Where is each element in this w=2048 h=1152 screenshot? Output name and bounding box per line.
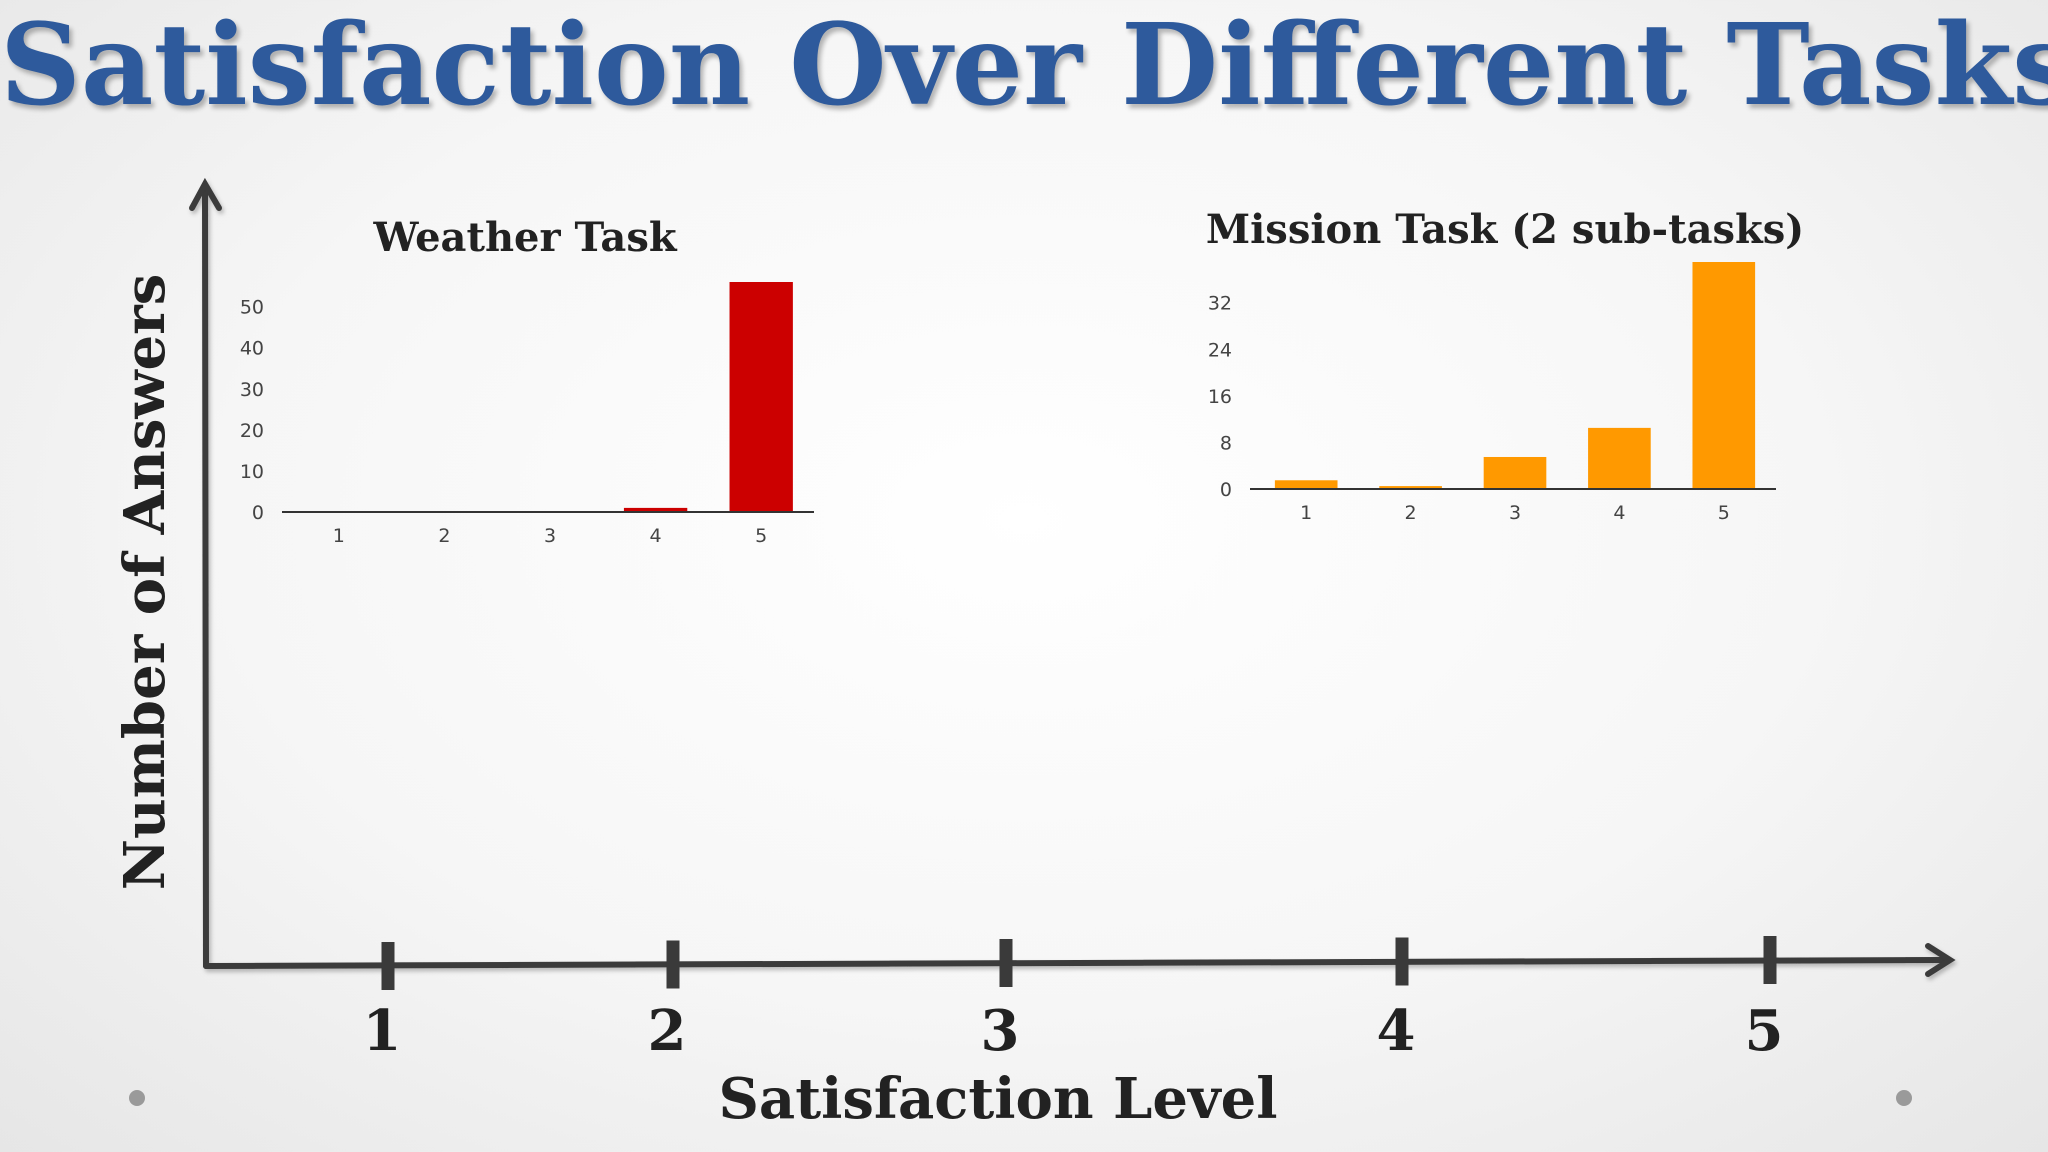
weather-y-tick-label: 50 bbox=[240, 297, 264, 319]
big-axes bbox=[189, 177, 1956, 977]
big-x-tick-label: 3 bbox=[981, 998, 1020, 1064]
mission-y-tick-label: 32 bbox=[1208, 293, 1232, 315]
weather-y-tick-label: 40 bbox=[240, 338, 264, 360]
mission-y-tick-label: 16 bbox=[1208, 386, 1232, 408]
mission-bar bbox=[1692, 262, 1756, 489]
decor-dot-left bbox=[129, 1090, 145, 1106]
weather-bar bbox=[729, 282, 793, 512]
mission-bar bbox=[1379, 486, 1442, 489]
big-x-tick-label: 2 bbox=[648, 998, 687, 1064]
mission-x-tick-label: 3 bbox=[1509, 502, 1521, 524]
slide-title: Satisfaction Over Different Tasks bbox=[0, 0, 2048, 131]
mission-x-tick-label: 5 bbox=[1718, 502, 1730, 524]
big-x-tick-label: 4 bbox=[1377, 998, 1416, 1064]
weather-x-tick-label: 3 bbox=[544, 525, 556, 547]
mission-x-tick-label: 2 bbox=[1405, 502, 1417, 524]
mission-chart-title: Mission Task (2 sub-tasks) bbox=[1205, 206, 1805, 253]
weather-bar bbox=[623, 507, 688, 512]
y-axis-line bbox=[202, 187, 209, 969]
decor-dot-right bbox=[1896, 1090, 1912, 1106]
mission-y-tick-label: 0 bbox=[1220, 479, 1232, 501]
big-x-axis-ticks: 1 2 3 4 5 bbox=[363, 936, 1784, 1064]
mission-x-tick-label: 4 bbox=[1613, 502, 1625, 524]
mission-y-tick-label: 8 bbox=[1220, 432, 1232, 454]
big-x-tick-label: 5 bbox=[1745, 998, 1784, 1064]
weather-y-tick-label: 20 bbox=[240, 420, 264, 442]
mission-chart: 0 8 16 24 32 1 2 3 4 5 bbox=[1208, 262, 1776, 524]
weather-chart-title: Weather Task bbox=[373, 214, 677, 261]
weather-x-tick-label: 5 bbox=[755, 525, 767, 547]
mission-bar bbox=[1274, 480, 1338, 489]
x-axis-arrowhead bbox=[1925, 943, 1956, 977]
y-axis-label: Number of Answers bbox=[112, 274, 178, 890]
mission-bar bbox=[1483, 456, 1547, 489]
x-axis-label: Satisfaction Level bbox=[718, 1066, 1277, 1132]
weather-chart: 0 10 20 30 40 50 1 2 3 4 5 bbox=[240, 282, 814, 547]
weather-x-tick-label: 1 bbox=[333, 525, 345, 547]
big-x-tick-label: 1 bbox=[363, 998, 402, 1064]
weather-y-tick-label: 0 bbox=[252, 502, 264, 524]
mission-y-tick-label: 24 bbox=[1208, 339, 1232, 361]
y-axis-arrowhead bbox=[189, 177, 222, 211]
weather-y-tick-label: 10 bbox=[240, 461, 264, 483]
mission-bar bbox=[1588, 427, 1651, 489]
x-axis-line bbox=[203, 957, 1947, 969]
mission-x-tick-label: 1 bbox=[1300, 502, 1312, 524]
weather-x-tick-label: 2 bbox=[438, 525, 450, 547]
weather-x-tick-label: 4 bbox=[650, 525, 662, 547]
weather-y-tick-label: 30 bbox=[240, 379, 264, 401]
